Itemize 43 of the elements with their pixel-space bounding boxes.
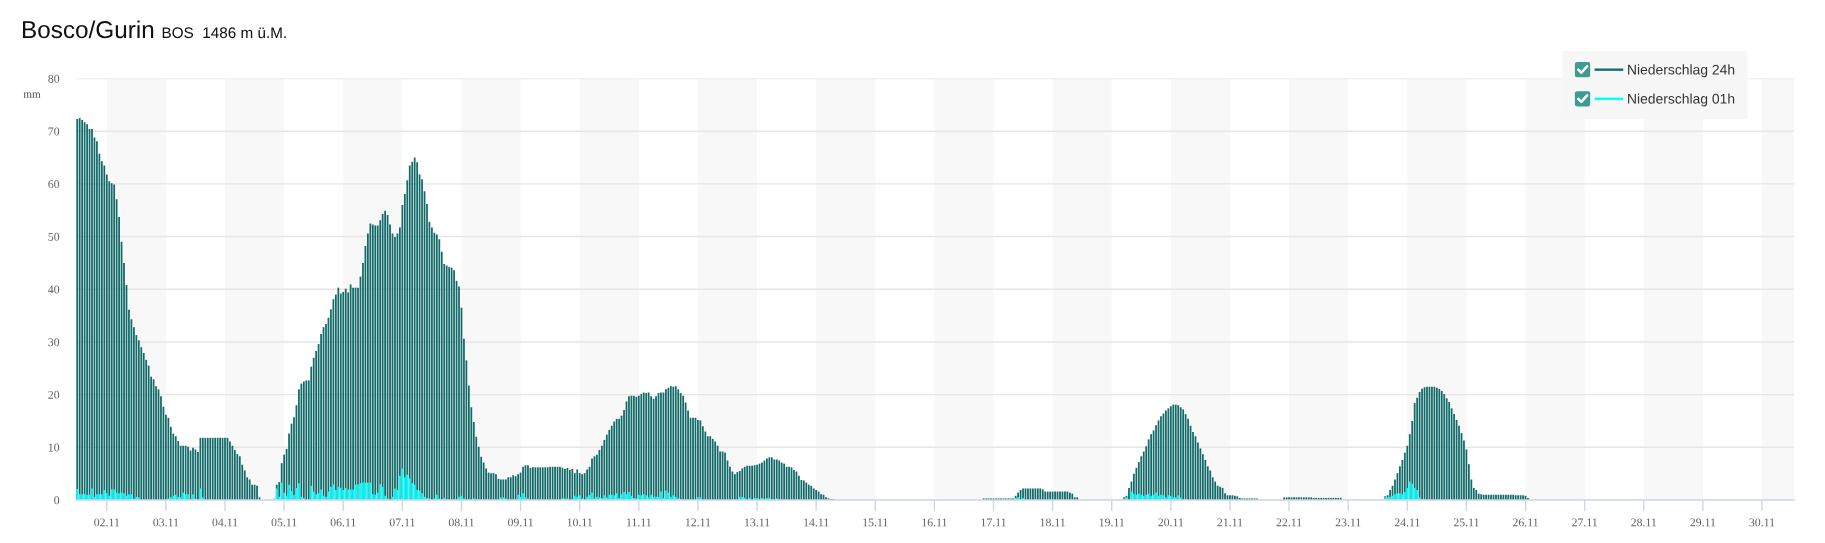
x-tick-label: 12.11 xyxy=(685,518,711,527)
x-tick-label: 25.11 xyxy=(1453,518,1479,527)
x-tick-label: 07.11 xyxy=(389,518,415,527)
chart-subtitle: BOS 1486 m ü.M. xyxy=(162,27,286,39)
y-tick-label: 60 xyxy=(48,180,60,189)
x-tick-label: 26.11 xyxy=(1512,518,1538,527)
x-tick-label: 20.11 xyxy=(1158,518,1184,527)
x-tick-label: 22.11 xyxy=(1276,518,1302,527)
x-tick-label: 16.11 xyxy=(922,518,947,527)
x-tick-label: 19.11 xyxy=(1099,518,1125,527)
chart-title: Bosco/Gurin xyxy=(22,20,154,39)
x-tick-label: 21.11 xyxy=(1217,518,1243,527)
y-tick-label: 20 xyxy=(48,390,60,399)
x-tick-label: 06.11 xyxy=(330,518,356,527)
x-tick-label: 04.11 xyxy=(212,518,238,527)
x-tick-label: 09.11 xyxy=(507,518,533,527)
x-tick-label: 24.11 xyxy=(1394,518,1420,527)
y-tick-label: 50 xyxy=(48,232,60,241)
y-tick-label: 80 xyxy=(48,74,60,83)
x-tick-label: 03.11 xyxy=(153,518,179,527)
y-axis-title: mm xyxy=(23,92,41,98)
x-tick-label: 05.11 xyxy=(271,518,297,527)
y-tick-label: 0 xyxy=(54,496,60,505)
x-tick-label: 08.11 xyxy=(448,518,474,527)
x-tick-label: 15.11 xyxy=(863,518,888,527)
x-tick-label: 10.11 xyxy=(567,518,593,527)
y-tick-label: 40 xyxy=(48,285,60,294)
x-tick-label: 02.11 xyxy=(94,518,120,527)
x-tick-label: 17.11 xyxy=(981,518,1006,527)
x-tick-label: 28.11 xyxy=(1631,518,1657,527)
legend-label: Niederschlag 24h xyxy=(1628,64,1735,78)
x-tick-label: 11.11 xyxy=(627,518,651,527)
y-tick-label: 10 xyxy=(48,443,60,452)
x-tick-label: 23.11 xyxy=(1335,518,1361,527)
x-tick-label: 14.11 xyxy=(804,518,829,527)
y-tick-label: 30 xyxy=(48,338,60,347)
y-tick-label: 70 xyxy=(48,127,60,136)
x-tick-label: 30.11 xyxy=(1749,518,1775,527)
x-tick-label: 18.11 xyxy=(1040,518,1065,527)
x-tick-label: 13.11 xyxy=(745,518,770,527)
x-tick-label: 27.11 xyxy=(1572,518,1597,527)
legend-label: Niederschlag 01h xyxy=(1628,93,1735,107)
x-tick-label: 29.11 xyxy=(1690,518,1716,527)
